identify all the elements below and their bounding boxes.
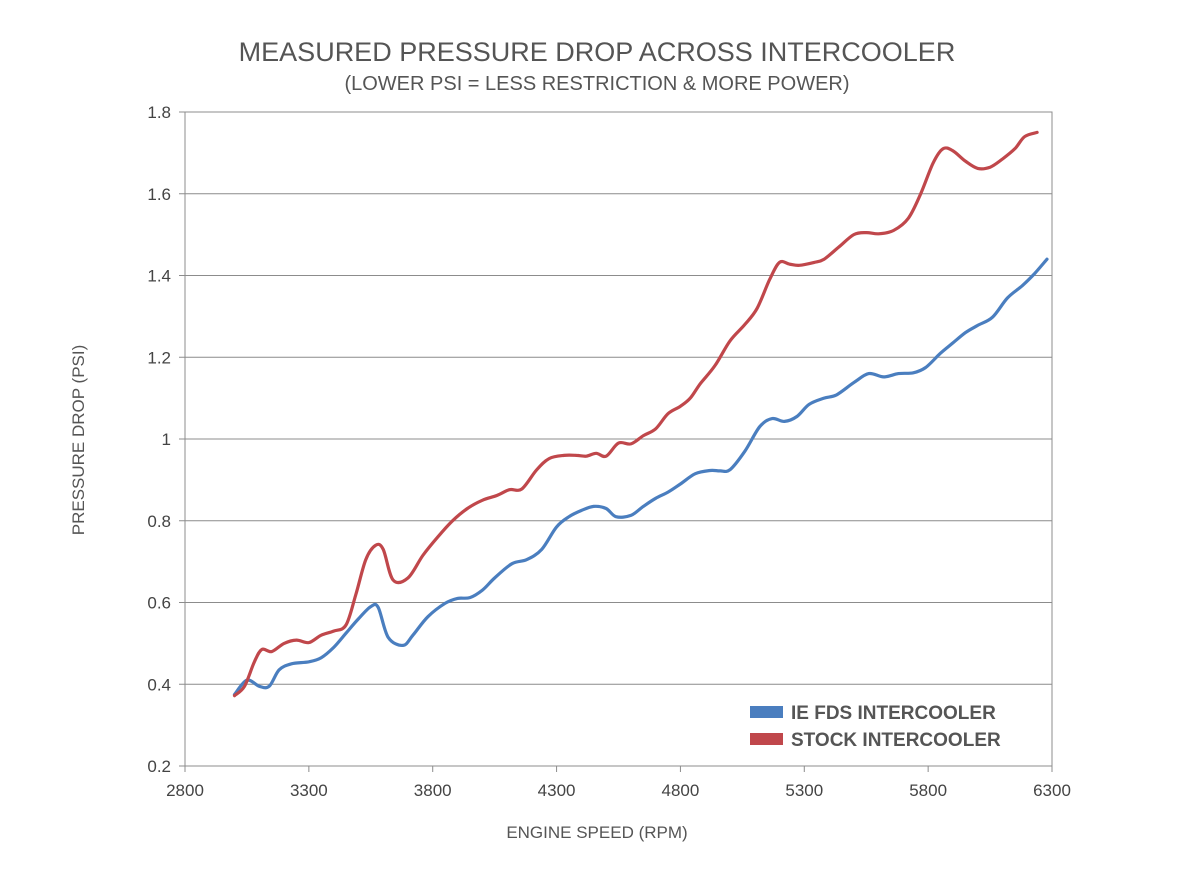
y-tick-label: 0.8 xyxy=(147,512,171,531)
x-tick-label: 2800 xyxy=(166,781,204,800)
y-tick-label: 1.4 xyxy=(147,267,171,286)
y-tick-label: 0.6 xyxy=(147,594,171,613)
x-axis-ticks: 2800 3300 3800 4300 4800 5300 5800 6300 xyxy=(166,766,1071,800)
y-tick-label: 1.8 xyxy=(147,103,171,122)
x-axis-label: ENGINE SPEED (RPM) xyxy=(506,823,687,842)
y-tick-label: 0.4 xyxy=(147,675,171,694)
legend-label: STOCK INTERCOOLER xyxy=(791,730,1001,751)
x-tick-label: 6300 xyxy=(1033,781,1071,800)
gridlines xyxy=(185,111,1052,767)
series-line-stock xyxy=(232,130,1039,698)
x-tick-label: 4800 xyxy=(662,781,700,800)
y-tick-label: 1 xyxy=(162,430,171,449)
y-axis-label: PRESSURE DROP (PSI) xyxy=(69,345,88,536)
chart-subtitle: (LOWER PSI = LESS RESTRICTION & MORE POW… xyxy=(344,73,849,95)
series-lines xyxy=(232,130,1049,698)
legend-swatch xyxy=(750,733,783,745)
chart-title: MEASURED PRESSURE DROP ACROSS INTERCOOLE… xyxy=(239,37,956,67)
series-line-ie-fds xyxy=(232,257,1049,697)
legend: IE FDS INTERCOOLER STOCK INTERCOOLER xyxy=(750,703,1001,751)
x-tick-label: 5800 xyxy=(909,781,947,800)
y-tick-label: 1.6 xyxy=(147,185,171,204)
y-tick-label: 0.2 xyxy=(147,757,171,776)
x-tick-label: 3800 xyxy=(414,781,452,800)
legend-label: IE FDS INTERCOOLER xyxy=(791,703,996,724)
y-tick-label: 1.2 xyxy=(147,348,171,367)
x-tick-label: 3300 xyxy=(290,781,328,800)
legend-swatch xyxy=(750,706,783,718)
y-axis-ticks: 0.2 0.4 0.6 0.8 1 1.2 1.4 1.6 1.8 xyxy=(147,103,185,776)
x-tick-label: 4300 xyxy=(538,781,576,800)
x-tick-label: 5300 xyxy=(785,781,823,800)
